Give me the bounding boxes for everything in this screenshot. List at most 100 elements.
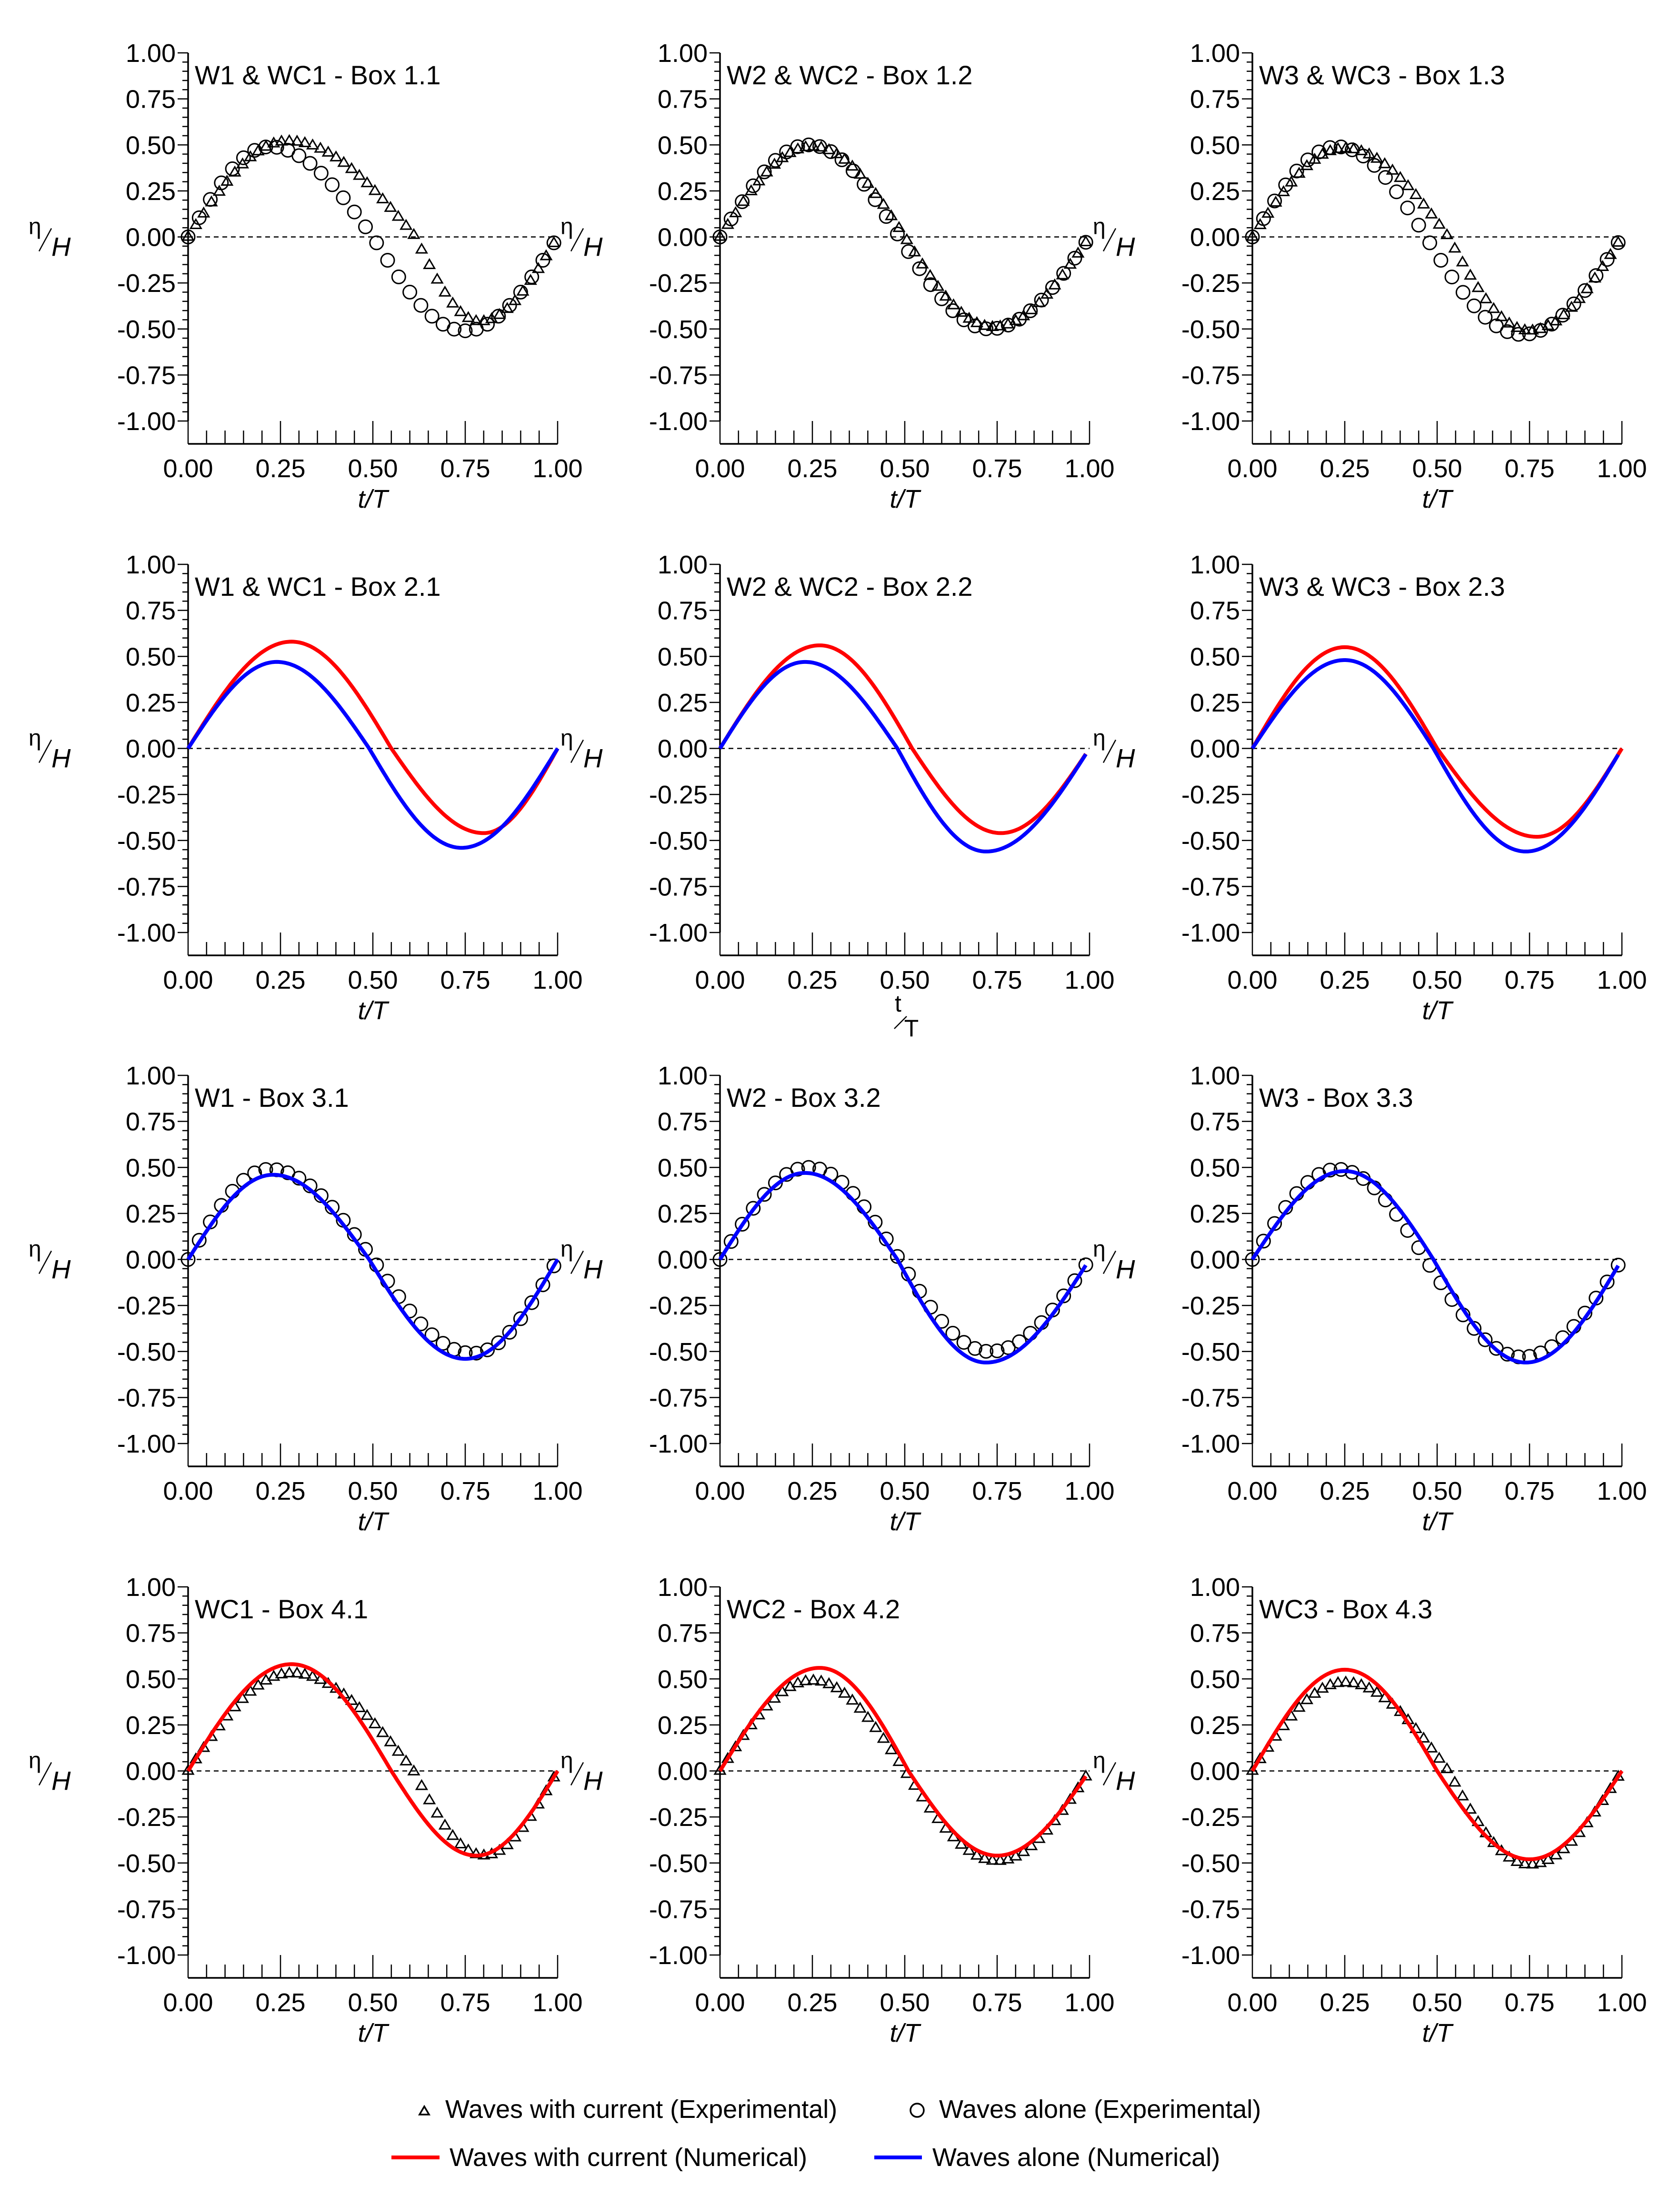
- y-tick-label: 0.00: [1190, 735, 1240, 763]
- triangle-marker: [853, 168, 867, 179]
- panel-title: W3 & WC3 - Box 2.3: [1259, 572, 1505, 602]
- y-tick-label: -0.75: [649, 872, 708, 901]
- legend-label-with-current-experimental: Waves with current (Experimental): [445, 2095, 837, 2124]
- triangle-marker: [1518, 1857, 1531, 1868]
- triangle-marker: [1025, 303, 1038, 314]
- x-axis-title: t/T: [1422, 2019, 1454, 2047]
- circle-marker: [435, 1336, 450, 1351]
- triangle-marker: [853, 1702, 867, 1713]
- chart-panel-11: 1.00 0.75 0.50 0.25 0.00 -0.25 -0.50 -0.75 -1.00…: [560, 1573, 1115, 2047]
- triangle-marker: [423, 258, 436, 269]
- legend-item-alone-numerical: Waves alone (Numerical): [874, 2143, 1220, 2172]
- triangle-marker: [531, 262, 545, 273]
- triangle-marker: [1071, 1781, 1085, 1793]
- triangle-marker: [415, 242, 429, 254]
- y-tick-label: 0.50: [1190, 642, 1240, 671]
- circle-marker: [1034, 292, 1049, 308]
- y-tick-label: 0.25: [1190, 177, 1240, 206]
- triangle-marker: [1253, 218, 1267, 230]
- circle-marker: [956, 1335, 971, 1350]
- triangle-marker: [1440, 1762, 1454, 1774]
- triangle-marker: [1440, 228, 1454, 240]
- circle-marker: [480, 317, 495, 332]
- y-tick-label: -1.00: [117, 407, 176, 436]
- triangle-marker: [1246, 230, 1259, 241]
- y-axis-title-eta: η: [29, 1237, 41, 1262]
- triangle-marker: [1495, 310, 1508, 321]
- x-axis-title: t/T: [1422, 485, 1454, 513]
- circle-marker: [967, 1341, 982, 1356]
- x-tick-label: 1.00: [1064, 1477, 1114, 1505]
- y-tick-label: -0.75: [1181, 1384, 1240, 1412]
- y-tick-label: -0.50: [649, 1338, 708, 1366]
- circle-marker: [1478, 1332, 1493, 1347]
- panel-title: W3 & WC3 - Box 1.3: [1259, 60, 1505, 90]
- x-tick-label: 0.75: [972, 966, 1022, 994]
- circle-marker: [1256, 211, 1271, 226]
- circle-marker: [1256, 1233, 1271, 1249]
- blue-numerical-curve: [718, 660, 1088, 853]
- x-tick-label: 0.25: [787, 454, 837, 483]
- circle-marker: [236, 150, 251, 165]
- triangle-marker: [423, 1793, 436, 1805]
- x-tick-label: 1.00: [1597, 454, 1647, 483]
- y-tick-label: -1.00: [649, 1430, 708, 1458]
- triangle-marker: [407, 228, 420, 239]
- triangle-marker: [1580, 282, 1594, 293]
- circle-marker: [524, 1295, 540, 1310]
- y-axis-title-slash: [570, 739, 584, 763]
- triangle-marker: [430, 1806, 444, 1818]
- x-tick-label: 0.75: [440, 454, 490, 483]
- y-tick-label: 1.00: [126, 1573, 176, 1602]
- circle-marker: [546, 235, 561, 251]
- x-tick-label: 1.00: [1064, 1988, 1114, 2017]
- circle-marker: [1300, 152, 1315, 168]
- x-tick-label: 0.25: [1320, 454, 1370, 483]
- circle-marker: [735, 1217, 750, 1232]
- y-axis-title-eta: η: [29, 1748, 41, 1774]
- x-tick-label: 0.50: [348, 454, 398, 483]
- circle-marker: [1278, 177, 1293, 192]
- y-tick-label: 0.75: [1190, 1619, 1240, 1648]
- circle-marker: [1533, 323, 1548, 338]
- x-tick-label: 1.00: [1597, 966, 1647, 994]
- triangle-marker: [721, 218, 734, 229]
- x-tick-label: 0.25: [1320, 1477, 1370, 1505]
- x-axis-title: t/T: [890, 1507, 922, 1536]
- circle-marker: [447, 321, 462, 337]
- triangle-marker: [1425, 1741, 1438, 1753]
- y-tick-label: 0.75: [126, 1108, 176, 1136]
- y-axis-title-slash: [1102, 228, 1117, 252]
- triangle-marker: [540, 1784, 553, 1795]
- y-tick-label: 1.00: [658, 551, 708, 579]
- circle-marker: [979, 1344, 994, 1359]
- triangle-marker: [360, 176, 374, 188]
- triangle-marker: [352, 1701, 366, 1712]
- circle-marker: [480, 1342, 495, 1357]
- circle-marker: [1078, 235, 1093, 250]
- circle-marker: [868, 192, 883, 207]
- y-tick-label: -0.50: [649, 315, 708, 344]
- circle-marker: [1245, 1252, 1260, 1267]
- y-tick-label: -0.50: [117, 827, 176, 855]
- circle-marker: [1078, 1257, 1093, 1273]
- y-tick-label: -0.75: [1181, 361, 1240, 390]
- y-tick-label: 0.00: [1190, 1757, 1240, 1786]
- triangle-marker: [400, 1754, 413, 1765]
- x-tick-label: 1.00: [1064, 966, 1114, 994]
- y-tick-label: -1.00: [1181, 1941, 1240, 1970]
- triangle-marker: [516, 284, 530, 296]
- y-tick-label: 0.50: [658, 1153, 708, 1182]
- triangle-marker: [830, 1681, 843, 1693]
- y-tick-label: 1.00: [126, 1062, 176, 1090]
- y-tick-label: -0.25: [1181, 1292, 1240, 1320]
- panel-title: WC3 - Box 4.3: [1259, 1594, 1432, 1624]
- y-tick-label: 0.00: [126, 223, 176, 252]
- circle-marker: [1555, 308, 1570, 323]
- triangle-marker: [814, 1675, 828, 1686]
- y-tick-label: -1.00: [1181, 1430, 1240, 1458]
- legend-triangle-marker-icon: [418, 2105, 431, 2116]
- circle-marker: [313, 166, 329, 181]
- circle-marker: [191, 210, 207, 225]
- triangle-marker: [1048, 278, 1061, 290]
